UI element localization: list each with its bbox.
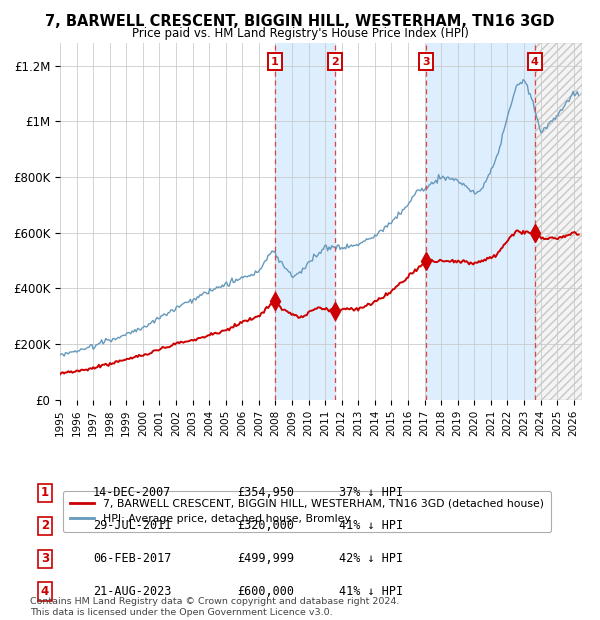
Text: 1: 1: [271, 56, 278, 66]
Text: 14-DEC-2007: 14-DEC-2007: [93, 487, 172, 499]
Text: 4: 4: [41, 585, 49, 598]
Text: 3: 3: [422, 56, 430, 66]
Text: £320,000: £320,000: [237, 520, 294, 532]
Bar: [275, 43, 335, 400]
Text: 37% ↓ HPI: 37% ↓ HPI: [339, 487, 403, 499]
Text: 7, BARWELL CRESCENT, BIGGIN HILL, WESTERHAM, TN16 3GD: 7, BARWELL CRESCENT, BIGGIN HILL, WESTER…: [45, 14, 555, 29]
Text: 41% ↓ HPI: 41% ↓ HPI: [339, 585, 403, 598]
Bar: [535, 43, 582, 400]
Text: £354,950: £354,950: [237, 487, 294, 499]
Text: 3: 3: [41, 552, 49, 565]
Text: 1: 1: [41, 487, 49, 499]
Text: Price paid vs. HM Land Registry's House Price Index (HPI): Price paid vs. HM Land Registry's House …: [131, 27, 469, 40]
Text: 21-AUG-2023: 21-AUG-2023: [93, 585, 172, 598]
Text: 2: 2: [331, 56, 338, 66]
Text: £600,000: £600,000: [237, 585, 294, 598]
Text: Contains HM Land Registry data © Crown copyright and database right 2024.
This d: Contains HM Land Registry data © Crown c…: [30, 598, 400, 617]
Text: 29-JUL-2011: 29-JUL-2011: [93, 520, 172, 532]
Legend: 7, BARWELL CRESCENT, BIGGIN HILL, WESTERHAM, TN16 3GD (detached house), HPI: Ave: 7, BARWELL CRESCENT, BIGGIN HILL, WESTER…: [63, 491, 551, 532]
Text: 06-FEB-2017: 06-FEB-2017: [93, 552, 172, 565]
Text: 2: 2: [41, 520, 49, 532]
Text: £499,999: £499,999: [237, 552, 294, 565]
Bar: [426, 43, 535, 400]
Text: 4: 4: [530, 56, 539, 66]
Text: 42% ↓ HPI: 42% ↓ HPI: [339, 552, 403, 565]
Text: 41% ↓ HPI: 41% ↓ HPI: [339, 520, 403, 532]
